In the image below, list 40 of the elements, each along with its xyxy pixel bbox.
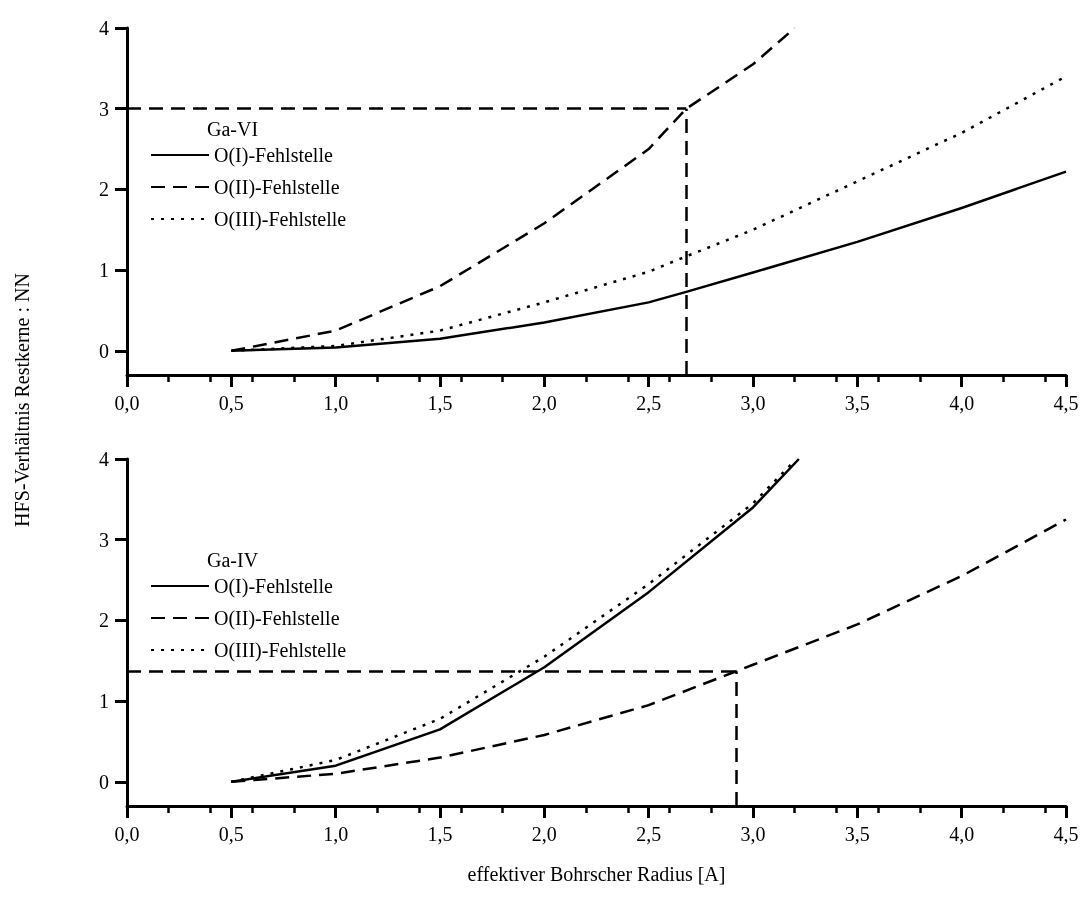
- x-tick-label: 0,5: [218, 823, 244, 845]
- x-tick-label: 4,0: [949, 823, 975, 845]
- y-tick-label: 3: [99, 528, 109, 551]
- x-tick-label: 3,5: [844, 392, 870, 414]
- x-tick-label: 1,0: [323, 823, 349, 845]
- y-axis-title: HFS-Verhältnis Restkerne : NN: [10, 273, 34, 527]
- x-tick-label: 4,0: [949, 392, 975, 414]
- x-tick-label: 0,0: [114, 823, 140, 845]
- y-tick-label: 1: [99, 259, 109, 282]
- x-tick-label: 1,0: [323, 392, 349, 414]
- x-tick-label: 3,0: [740, 392, 766, 414]
- x-axis-title: effektiver Bohrscher Radius [A]: [467, 863, 726, 885]
- y-tick-label: 0: [99, 339, 109, 362]
- legend-label: O(III)-Fehlstelle: [214, 639, 347, 662]
- y-tick-label: 3: [99, 97, 109, 120]
- legend-title: Ga-IV: [207, 549, 259, 571]
- legend-label: O(I)-Fehlstelle: [214, 144, 333, 167]
- x-tick-label: 4,5: [1053, 823, 1079, 845]
- legend-label: O(III)-Fehlstelle: [214, 208, 347, 231]
- x-tick-label: 0,0: [114, 392, 140, 414]
- y-tick-label: 4: [99, 448, 109, 470]
- x-tick-label: 0,5: [218, 392, 244, 414]
- x-tick-label: 2,0: [531, 823, 557, 845]
- y-tick-label: 0: [99, 770, 109, 793]
- x-tick-label: 2,5: [636, 823, 662, 845]
- y-tick-label: 2: [99, 178, 109, 201]
- x-tick-label: 2,5: [636, 392, 662, 414]
- x-tick-label: 4,5: [1053, 392, 1079, 414]
- x-tick-label: 1,5: [427, 392, 453, 414]
- legend-label: O(II)-Fehlstelle: [214, 176, 340, 199]
- x-tick-label: 1,5: [427, 823, 453, 845]
- y-tick-label: 1: [99, 690, 109, 713]
- y-tick-label: 4: [99, 17, 109, 39]
- legend-title: Ga-VI: [207, 118, 259, 140]
- x-tick-label: 3,5: [844, 823, 870, 845]
- y-tick-label: 2: [99, 609, 109, 632]
- legend-label: O(II)-Fehlstelle: [214, 607, 340, 630]
- x-tick-label: 2,0: [531, 392, 557, 414]
- legend-label: O(I)-Fehlstelle: [214, 575, 333, 598]
- x-tick-label: 3,0: [740, 823, 766, 845]
